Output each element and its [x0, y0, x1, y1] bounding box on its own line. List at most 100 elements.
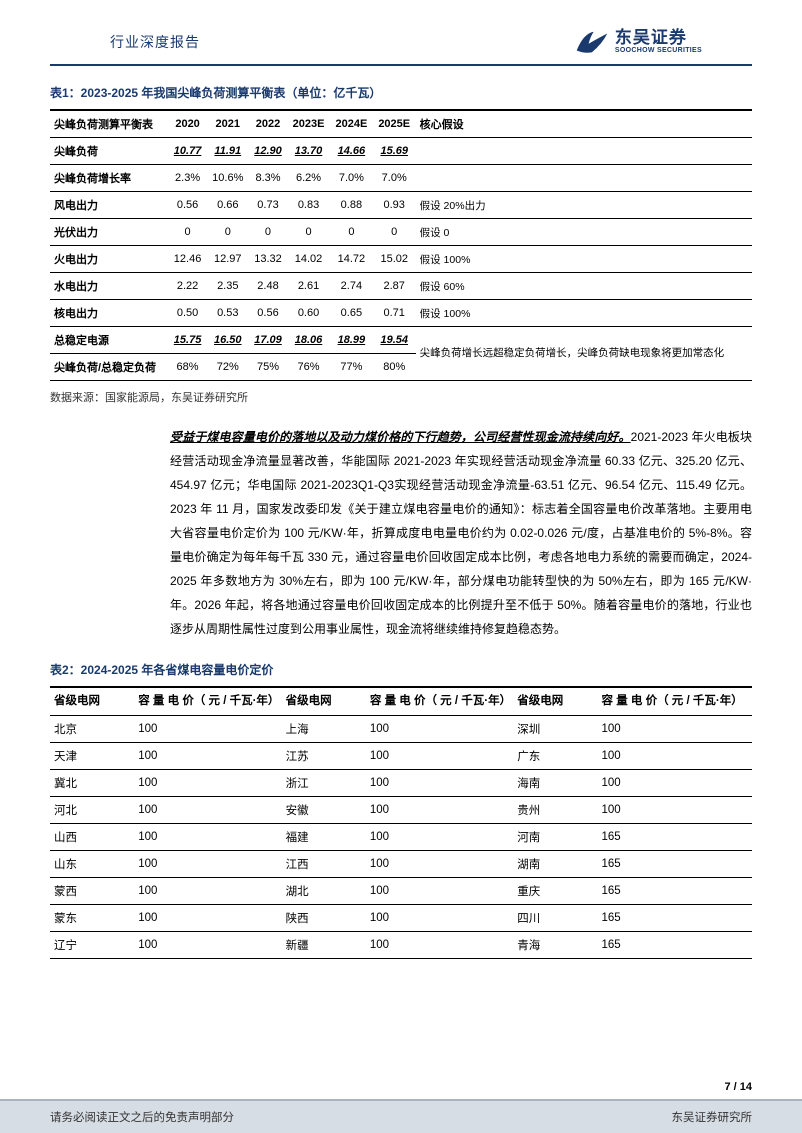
cell: 0.71 — [373, 300, 416, 327]
row-label: 风电出力 — [50, 192, 168, 219]
table-row: 尖峰负荷10.7711.9112.9013.7014.6615.69 — [50, 138, 752, 165]
assumption — [416, 138, 752, 165]
cell: 100 — [134, 770, 281, 797]
table1-h2: 2021 — [207, 110, 249, 138]
assumption: 假设 0 — [416, 219, 752, 246]
logo-icon — [575, 28, 609, 56]
cell: 100 — [366, 716, 513, 743]
table-row: 冀北100浙江100海南100 — [50, 770, 752, 797]
table1-h0: 尖峰负荷测算平衡表 — [50, 110, 168, 138]
body-paragraph: 受益于煤电容量电价的落地以及动力煤价格的下行趋势，公司经营性现金流持续向好。20… — [170, 425, 752, 641]
cell: 浙江 — [282, 770, 366, 797]
table-row: 光伏出力000000假设 0 — [50, 219, 752, 246]
logo-cn: 东吴证券 — [615, 29, 702, 47]
cell: 100 — [598, 797, 752, 824]
t2-h-b2: 容 量 电 价（ 元 / 千瓦·年） — [366, 687, 513, 716]
table-row: 蒙东100陕西100四川165 — [50, 905, 752, 932]
cell: 安徽 — [282, 797, 366, 824]
cell: 0 — [373, 219, 416, 246]
cell: 海南 — [513, 770, 597, 797]
cell: 0.60 — [287, 300, 330, 327]
table1-h4: 2023E — [287, 110, 330, 138]
cell: 6.2% — [287, 165, 330, 192]
cell: 2.87 — [373, 273, 416, 300]
cell: 14.02 — [287, 246, 330, 273]
cell: 15.02 — [373, 246, 416, 273]
cell: 四川 — [513, 905, 597, 932]
page: 行业深度报告 东吴证券 SOOCHOW SECURITIES 表1：2023-2… — [0, 0, 802, 1133]
cell: 河北 — [50, 797, 134, 824]
cell: 100 — [134, 743, 281, 770]
cell: 10.6% — [207, 165, 249, 192]
cell: 2.61 — [287, 273, 330, 300]
row-label: 尖峰负荷/总稳定负荷 — [50, 354, 168, 381]
cell: 165 — [598, 824, 752, 851]
cell: 北京 — [50, 716, 134, 743]
cell: 上海 — [282, 716, 366, 743]
table1-source: 数据来源：国家能源局，东吴证券研究所 — [50, 389, 752, 405]
cell: 2.35 — [207, 273, 249, 300]
cell: 0.50 — [168, 300, 206, 327]
cell: 2.3% — [168, 165, 206, 192]
cell: 17.09 — [249, 327, 287, 354]
logo: 东吴证券 SOOCHOW SECURITIES — [575, 28, 702, 56]
cell: 重庆 — [513, 878, 597, 905]
cell: 100 — [366, 797, 513, 824]
assumption: 假设 100% — [416, 246, 752, 273]
para-body: 2021-2023 年火电板块经营活动现金净流量显著改善，华能国际 2021-2… — [170, 430, 752, 636]
cell: 江苏 — [282, 743, 366, 770]
cell: 12.90 — [249, 138, 287, 165]
cell: 100 — [366, 932, 513, 959]
cell: 0.65 — [330, 300, 373, 327]
cell: 0.73 — [249, 192, 287, 219]
cell: 2.48 — [249, 273, 287, 300]
cell: 0.88 — [330, 192, 373, 219]
cell: 0 — [207, 219, 249, 246]
table-row: 天津100江苏100广东100 — [50, 743, 752, 770]
cell: 15.69 — [373, 138, 416, 165]
cell: 湖北 — [282, 878, 366, 905]
table2: 省级电网 容 量 电 价（ 元 / 千瓦·年） 省级电网 容 量 电 价（ 元 … — [50, 686, 752, 959]
cell: 100 — [134, 851, 281, 878]
cell: 12.46 — [168, 246, 206, 273]
row-label: 尖峰负荷增长率 — [50, 165, 168, 192]
cell: 青海 — [513, 932, 597, 959]
table1-caption: 表1：2023-2025 年我国尖峰负荷测算平衡表（单位：亿千瓦） — [50, 84, 752, 101]
cell: 江西 — [282, 851, 366, 878]
page-number: 7 / 14 — [0, 1081, 802, 1099]
cell: 100 — [134, 932, 281, 959]
cell: 贵州 — [513, 797, 597, 824]
cell: 100 — [598, 770, 752, 797]
content: 表1：2023-2025 年我国尖峰负荷测算平衡表（单位：亿千瓦） 尖峰负荷测算… — [0, 66, 802, 959]
cell: 湖南 — [513, 851, 597, 878]
cell: 广东 — [513, 743, 597, 770]
row-label: 火电出力 — [50, 246, 168, 273]
cell: 100 — [134, 905, 281, 932]
cell: 山东 — [50, 851, 134, 878]
header-title: 行业深度报告 — [110, 32, 200, 52]
cell: 0.66 — [207, 192, 249, 219]
cell: 100 — [366, 905, 513, 932]
cell: 河南 — [513, 824, 597, 851]
assumption: 假设 60% — [416, 273, 752, 300]
table1: 尖峰负荷测算平衡表 2020 2021 2022 2023E 2024E 202… — [50, 109, 752, 381]
footer-bar: 请务必阅读正文之后的免责声明部分 东吴证券研究所 — [0, 1099, 802, 1133]
cell: 7.0% — [373, 165, 416, 192]
table-row: 火电出力12.4612.9713.3214.0214.7215.02假设 100… — [50, 246, 752, 273]
cell: 100 — [366, 851, 513, 878]
cell: 19.54 — [373, 327, 416, 354]
cell: 72% — [207, 354, 249, 381]
cell: 蒙东 — [50, 905, 134, 932]
cell: 68% — [168, 354, 206, 381]
cell: 深圳 — [513, 716, 597, 743]
cell: 100 — [134, 716, 281, 743]
cell: 辽宁 — [50, 932, 134, 959]
table1-h5: 2024E — [330, 110, 373, 138]
logo-en: SOOCHOW SECURITIES — [615, 47, 702, 54]
t2-h-a2: 容 量 电 价（ 元 / 千瓦·年） — [134, 687, 281, 716]
table-row: 山西100福建100河南165 — [50, 824, 752, 851]
table-row: 总稳定电源15.7516.5017.0918.0618.9919.54尖峰负荷增… — [50, 327, 752, 354]
cell: 2.74 — [330, 273, 373, 300]
t2-h-c2: 容 量 电 价（ 元 / 千瓦·年） — [598, 687, 752, 716]
table-row: 辽宁100新疆100青海165 — [50, 932, 752, 959]
